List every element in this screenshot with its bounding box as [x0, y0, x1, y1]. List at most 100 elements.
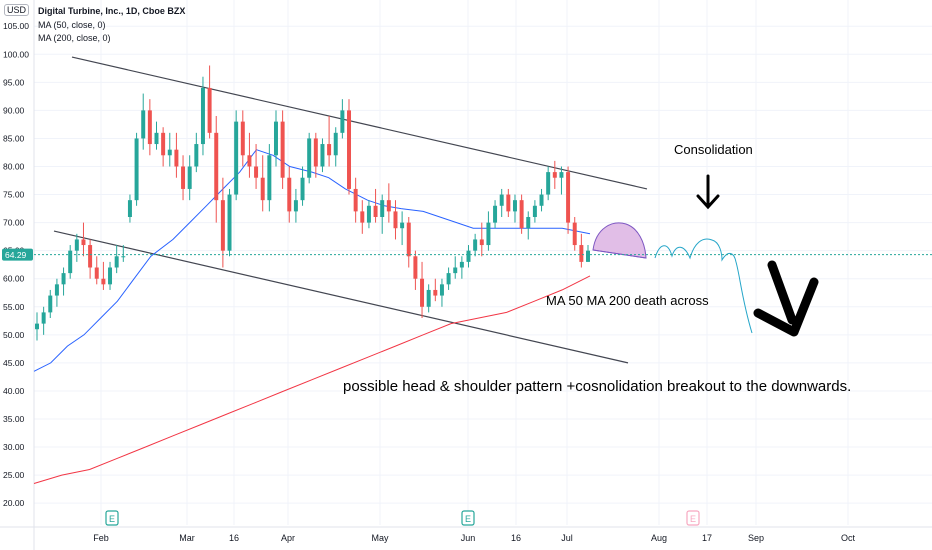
candle-body — [194, 144, 199, 167]
currency-label: USD — [7, 5, 27, 15]
candle-body — [254, 166, 259, 178]
candle — [546, 166, 551, 201]
x-tick-label: 16 — [229, 533, 239, 543]
candle-body — [486, 222, 491, 246]
candle-body — [546, 172, 551, 195]
candle — [426, 284, 431, 313]
candle — [167, 132, 172, 167]
candle — [181, 155, 186, 201]
annotation-pattern: possible head & shoulder pattern +cosnol… — [343, 378, 852, 395]
dome-base — [592, 249, 647, 259]
candle — [280, 110, 285, 189]
symbol-title: Digital Turbine, Inc., 1D, Cboe BZX — [38, 6, 186, 16]
x-tick-label: Oct — [841, 533, 856, 543]
candle — [207, 65, 212, 139]
candle-body — [313, 138, 318, 167]
candle-body — [473, 239, 478, 251]
x-tick-label: Sep — [748, 533, 764, 543]
annotation-death-cross: MA 50 MA 200 death across — [546, 293, 709, 308]
y-tick-label: 80.00 — [3, 162, 25, 172]
candle — [327, 116, 332, 167]
ma50-legend[interactable]: MA (50, close, 0) — [38, 20, 106, 30]
candle-body — [519, 200, 524, 229]
candle-body — [127, 200, 132, 217]
y-tick-label: 60.00 — [3, 274, 25, 284]
candle-body — [300, 177, 305, 201]
candle-body — [327, 144, 332, 156]
candle-body — [81, 239, 86, 246]
candle-body — [433, 289, 438, 296]
candle-body — [234, 121, 239, 195]
candle-body — [108, 267, 113, 285]
candle — [141, 93, 146, 150]
moving-averages — [33, 149, 591, 484]
x-tick-label: Jun — [461, 533, 476, 543]
candle-body — [214, 132, 219, 201]
candle-body — [48, 295, 53, 313]
candle-body — [366, 205, 371, 223]
candle — [453, 256, 458, 279]
candle — [446, 267, 451, 290]
candle-body — [114, 256, 119, 268]
candle — [267, 144, 272, 212]
candle — [459, 256, 464, 279]
y-tick-label: 95.00 — [3, 77, 25, 87]
candle — [293, 188, 298, 223]
earnings-label: E — [465, 514, 471, 524]
candle-body — [373, 205, 378, 217]
y-tick-label: 100.00 — [3, 49, 29, 59]
candle-body — [247, 155, 252, 167]
candle-body — [154, 132, 159, 145]
y-tick-label: 30.00 — [3, 442, 25, 452]
candle-body — [347, 110, 352, 189]
currency-badge[interactable]: USD — [4, 4, 30, 16]
candle-body — [187, 166, 192, 189]
candle-body — [512, 200, 517, 212]
candle — [88, 239, 93, 279]
candle — [68, 245, 73, 279]
y-tick-label: 75.00 — [3, 190, 25, 200]
candle-body — [400, 222, 405, 229]
candle-body — [293, 200, 298, 212]
y-tick-label: 50.00 — [3, 330, 25, 340]
candle — [566, 166, 571, 234]
candle-body — [167, 149, 172, 156]
candles — [35, 65, 590, 341]
y-axis: 20.00 25.00 30.00 35.00 40.00 45.00 50.00 55.00… — [3, 21, 29, 508]
candle-body — [141, 110, 146, 139]
candle — [307, 132, 312, 184]
candle — [466, 245, 471, 268]
candle-body — [227, 194, 232, 251]
ma200-legend[interactable]: MA (200, close, 0) — [38, 33, 111, 43]
candle-body — [88, 245, 93, 268]
candle — [479, 222, 484, 257]
candle-body — [220, 200, 225, 251]
candle-body — [41, 312, 46, 324]
candle-body — [207, 87, 212, 133]
candle — [214, 116, 219, 223]
candle — [519, 194, 524, 234]
candle-body — [420, 278, 425, 307]
candle — [81, 222, 86, 257]
y-tick-label: 105.00 — [3, 21, 29, 31]
candle-body — [101, 278, 106, 285]
candle — [320, 138, 325, 173]
candle — [101, 261, 106, 290]
candle-body — [572, 222, 577, 246]
candle-body — [466, 250, 471, 262]
earnings-badge — [686, 510, 700, 526]
candle-body — [439, 284, 444, 296]
candle-body — [493, 205, 498, 223]
y-tick-label: 55.00 — [3, 302, 25, 312]
candle-body — [380, 200, 385, 217]
candle — [61, 267, 66, 296]
candle-body — [539, 194, 544, 206]
candle-body — [499, 194, 504, 206]
candle — [313, 132, 318, 178]
y-tick-label: 70.00 — [3, 218, 25, 228]
y-tick-label: 35.00 — [3, 414, 25, 424]
candle-body — [280, 121, 285, 178]
